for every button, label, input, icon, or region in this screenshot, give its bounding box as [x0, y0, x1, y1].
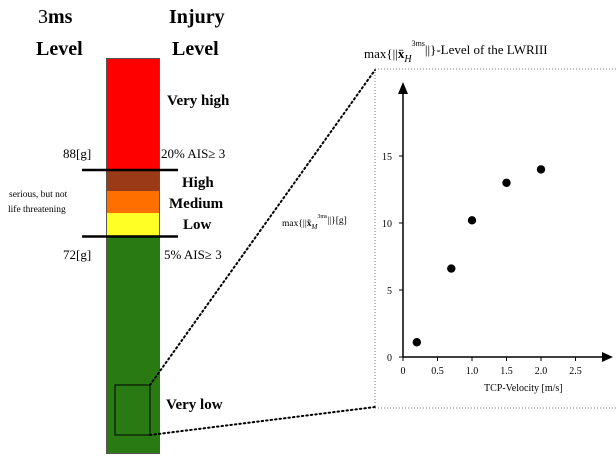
- band-high: [107, 171, 159, 191]
- serious-note-line2: life threatening: [8, 205, 66, 215]
- upper-threshold-value: 88[g]: [63, 146, 92, 161]
- axes: [402, 92, 604, 358]
- upper-threshold-ais: 20% AIS≥ 3: [161, 146, 226, 161]
- zoom-selection-box: [114, 384, 151, 436]
- x-tick-label: 0: [401, 366, 406, 377]
- label-very-high: Very high: [167, 93, 230, 109]
- x-tick-label: 2.0: [535, 366, 548, 377]
- band-medium: [107, 191, 159, 213]
- y-tick-label: 0: [387, 353, 392, 364]
- acceleration-level-header-line2: Level: [36, 38, 83, 60]
- lower-threshold-ais: 5% AIS≥ 3: [164, 247, 222, 262]
- band-very-high: [107, 59, 159, 171]
- data-point: [412, 338, 421, 347]
- data-point: [447, 264, 456, 273]
- injury-level-header-line2: Level: [172, 38, 219, 60]
- x-tick-label: 1.0: [466, 366, 479, 377]
- header-prefix: 3: [38, 6, 48, 28]
- x-axis-arrow: [602, 352, 613, 362]
- label-high: High: [182, 175, 214, 191]
- header-suffix: ms: [48, 6, 73, 28]
- x-axis-label: TCP-Velocity [m/s]: [484, 383, 563, 394]
- acceleration-level-header: 3ms: [38, 6, 72, 29]
- zoom-connector-bottom: [149, 406, 376, 436]
- lower-threshold-value: 72[g]: [63, 247, 92, 262]
- label-very-low: Very low: [166, 397, 223, 413]
- serious-note-line1: serious, but not: [9, 190, 68, 200]
- chart-title: max{||ẍH3ms||}-Level of the LWRIII: [364, 39, 548, 65]
- data-point: [467, 216, 477, 225]
- y-tick-label: 15: [382, 152, 392, 163]
- data-point: [536, 165, 546, 174]
- zoom-connector-top: [149, 69, 376, 386]
- label-medium: Medium: [169, 196, 224, 212]
- y-axis-label: max{||ẍM3ms||}[g]: [282, 214, 347, 231]
- y-axis-arrow: [398, 82, 408, 94]
- label-low: Low: [183, 217, 212, 233]
- y-tick-label: 10: [382, 219, 392, 230]
- injury-level-header: Injury: [169, 6, 225, 28]
- data-point: [502, 178, 511, 187]
- x-tick-label: 0.5: [431, 366, 444, 377]
- y-tick-label: 5: [387, 286, 392, 297]
- x-tick-label: 2.5: [569, 366, 582, 377]
- band-low: [107, 213, 159, 236]
- x-tick-label: 1.5: [500, 366, 513, 377]
